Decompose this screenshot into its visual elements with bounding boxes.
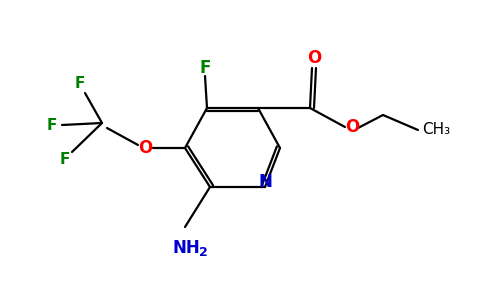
Text: NH: NH bbox=[172, 239, 200, 257]
Text: F: F bbox=[75, 76, 85, 91]
Text: CH₃: CH₃ bbox=[422, 122, 450, 137]
Text: F: F bbox=[47, 118, 57, 133]
Text: O: O bbox=[138, 139, 152, 157]
Text: 2: 2 bbox=[199, 247, 208, 260]
Text: F: F bbox=[60, 152, 70, 167]
Text: F: F bbox=[199, 59, 211, 77]
Text: O: O bbox=[307, 49, 321, 67]
Text: N: N bbox=[258, 173, 272, 191]
Text: O: O bbox=[345, 118, 359, 136]
